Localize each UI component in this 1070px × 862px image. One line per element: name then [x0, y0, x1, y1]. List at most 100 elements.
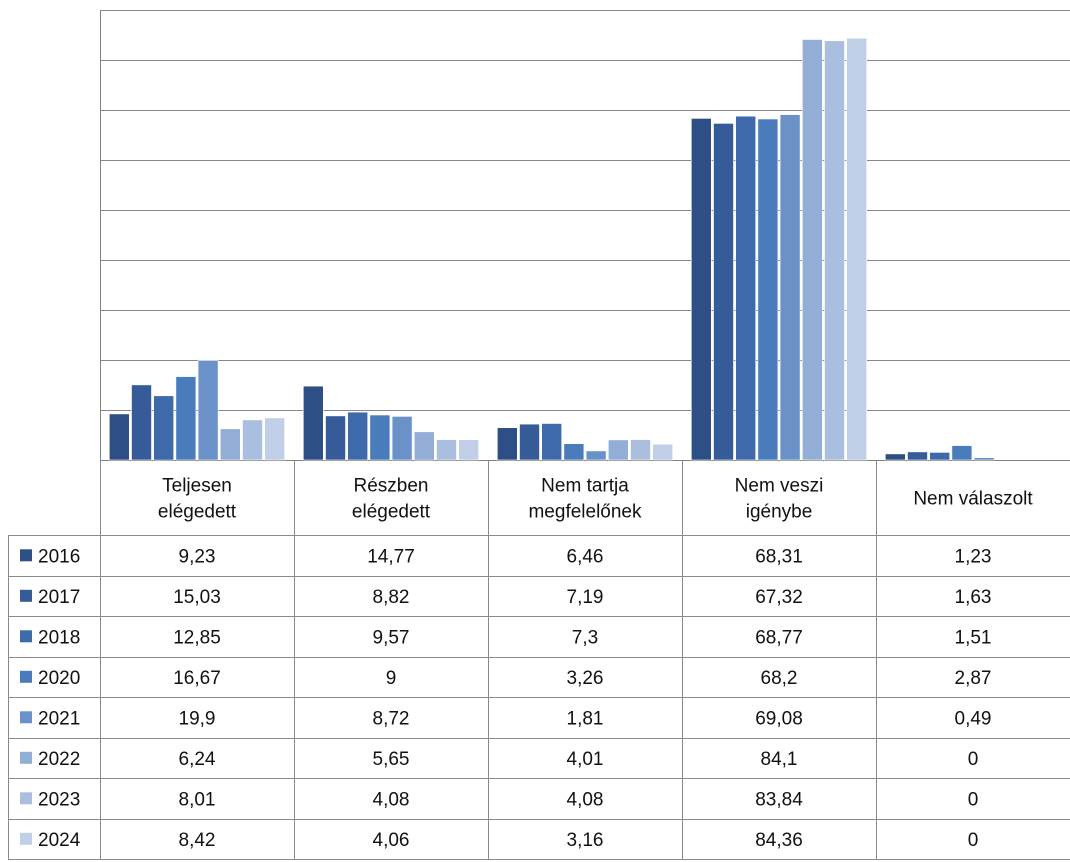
bar-2020-cat-3	[757, 118, 779, 461]
bar-2020-cat-2	[563, 443, 585, 461]
table-cell-2023-3: 83,84	[755, 789, 803, 810]
bar-2021-cat-1	[391, 416, 413, 461]
bar-2017-cat-3	[713, 123, 734, 461]
legend-label-2020: 2020	[38, 668, 80, 689]
category-label-2-line-1: megfelelőnek	[528, 502, 642, 523]
table-cell-2022-3: 84,1	[761, 749, 798, 770]
table-cell-2020-3: 68,2	[761, 668, 798, 689]
bar-2022-cat-1	[413, 431, 435, 461]
legend-swatch-2017	[20, 589, 32, 602]
bar-2020-cat-1	[369, 414, 391, 461]
table-cell-2021-4: 0,49	[955, 708, 992, 729]
table-cell-2024-3: 84,36	[755, 830, 803, 851]
legend-label-2021: 2021	[38, 708, 80, 729]
table-cell-2024-2: 3,16	[567, 830, 604, 851]
table-cell-2020-4: 2,87	[955, 668, 992, 689]
table-cell-2021-0: 19,9	[179, 708, 216, 729]
bar-2017-cat-0	[131, 384, 152, 461]
bar-2024-cat-1	[458, 439, 480, 461]
table-cell-2020-0: 16,67	[173, 668, 221, 689]
table-cell-2024-0: 8,42	[179, 830, 216, 851]
table-cell-2017-4: 1,63	[955, 587, 992, 608]
table-cell-2016-2: 6,46	[567, 546, 604, 567]
bar-2023-cat-0	[242, 419, 263, 461]
table-cell-2017-0: 15,03	[173, 587, 221, 608]
bar-2023-cat-1	[436, 439, 457, 461]
legend-label-2016: 2016	[38, 546, 80, 567]
table-cell-2022-0: 6,24	[179, 749, 216, 770]
bar-2021-cat-0	[197, 360, 219, 461]
legend-swatch-2018	[20, 630, 32, 643]
gridlines	[100, 10, 1070, 461]
bar-2017-cat-1	[325, 415, 346, 461]
bar-2018-cat-3	[735, 115, 757, 461]
bar-2018-cat-1	[347, 411, 369, 461]
legend-label-2023: 2023	[38, 789, 80, 810]
bar-2023-cat-3	[824, 40, 845, 461]
table-cell-2023-0: 8,01	[179, 789, 216, 810]
table-cell-2024-1: 4,06	[373, 830, 410, 851]
bar-2024-cat-2	[652, 443, 674, 461]
bar-2022-cat-3	[801, 39, 823, 461]
data-table: Teljesen elégedett Részben elégedett Nem tar…	[8, 460, 1070, 860]
bar-2016-cat-2	[496, 427, 518, 461]
bar-2022-cat-2	[607, 439, 629, 461]
table-cell-2018-1: 9,57	[373, 627, 410, 648]
bars	[109, 37, 995, 461]
table-cell-2024-4: 0	[968, 830, 979, 851]
legend-label-2024: 2024	[38, 830, 81, 851]
table-cell-2023-2: 4,08	[567, 789, 604, 810]
legend-label-2017: 2017	[38, 587, 80, 608]
bar-2016-cat-1	[302, 385, 324, 461]
table-cell-2017-2: 7,19	[567, 587, 604, 608]
legend-swatch-2023	[20, 792, 32, 805]
table-cell-2018-3: 68,77	[755, 627, 803, 648]
table-cell-2022-4: 0	[968, 749, 979, 770]
table-cell-2022-1: 5,65	[373, 749, 410, 770]
table-cell-2023-1: 4,08	[373, 789, 410, 810]
table-cell-2021-3: 69,08	[755, 708, 803, 729]
bar-2016-cat-4	[884, 453, 906, 461]
table-cell-2020-1: 9	[386, 668, 397, 689]
table-cell-2023-4: 0	[968, 789, 979, 810]
category-label-2-line-0: Nem tartja	[541, 476, 629, 497]
bar-2021-cat-2	[585, 450, 607, 461]
table-cell-2021-1: 8,72	[373, 708, 410, 729]
table-cell-2018-2: 7,3	[572, 627, 598, 648]
bar-2024-cat-0	[264, 417, 286, 461]
table-cell-2021-2: 1,81	[567, 708, 604, 729]
table-cell-2017-1: 8,82	[373, 587, 410, 608]
table-cell-2016-1: 14,77	[367, 546, 415, 567]
category-label-0-line-1: elégedett	[158, 502, 237, 523]
bar-2020-cat-0	[175, 376, 197, 461]
bar-2017-cat-4	[907, 451, 928, 461]
bar-2017-cat-2	[519, 423, 540, 461]
legend-label-2018: 2018	[38, 627, 80, 648]
category-label-0-line-0: Teljesen	[162, 476, 232, 497]
table-cell-2016-3: 68,31	[755, 546, 803, 567]
table-cell-2022-2: 4,01	[567, 749, 604, 770]
bar-2024-cat-3	[846, 37, 868, 461]
table-cell-2018-0: 12,85	[173, 627, 221, 648]
category-label-4-line-0: Nem válaszolt	[913, 489, 1033, 510]
legend-swatch-2021	[20, 711, 32, 724]
bar-2018-cat-4	[929, 452, 951, 461]
bar-2016-cat-3	[690, 118, 712, 461]
category-label-1-line-1: elégedett	[352, 502, 431, 523]
legend-label-2022: 2022	[38, 749, 80, 770]
bar-2016-cat-0	[109, 413, 130, 461]
bar-2021-cat-3	[779, 114, 801, 461]
bar-2023-cat-2	[630, 439, 651, 461]
bar-2021-cat-4	[973, 457, 995, 461]
legend-swatch-2016	[20, 549, 32, 562]
bar-2022-cat-0	[220, 428, 241, 461]
legend-swatch-2024	[20, 832, 32, 845]
table-cell-2018-4: 1,51	[955, 627, 992, 648]
category-label-1-line-0: Részben	[354, 476, 429, 497]
legend-swatch-2020	[20, 670, 32, 683]
bar-2018-cat-2	[541, 423, 563, 461]
table-cell-2020-2: 3,26	[567, 668, 604, 689]
category-label-3-line-1: igénybe	[746, 502, 813, 523]
table-cell-2017-3: 67,32	[755, 587, 803, 608]
